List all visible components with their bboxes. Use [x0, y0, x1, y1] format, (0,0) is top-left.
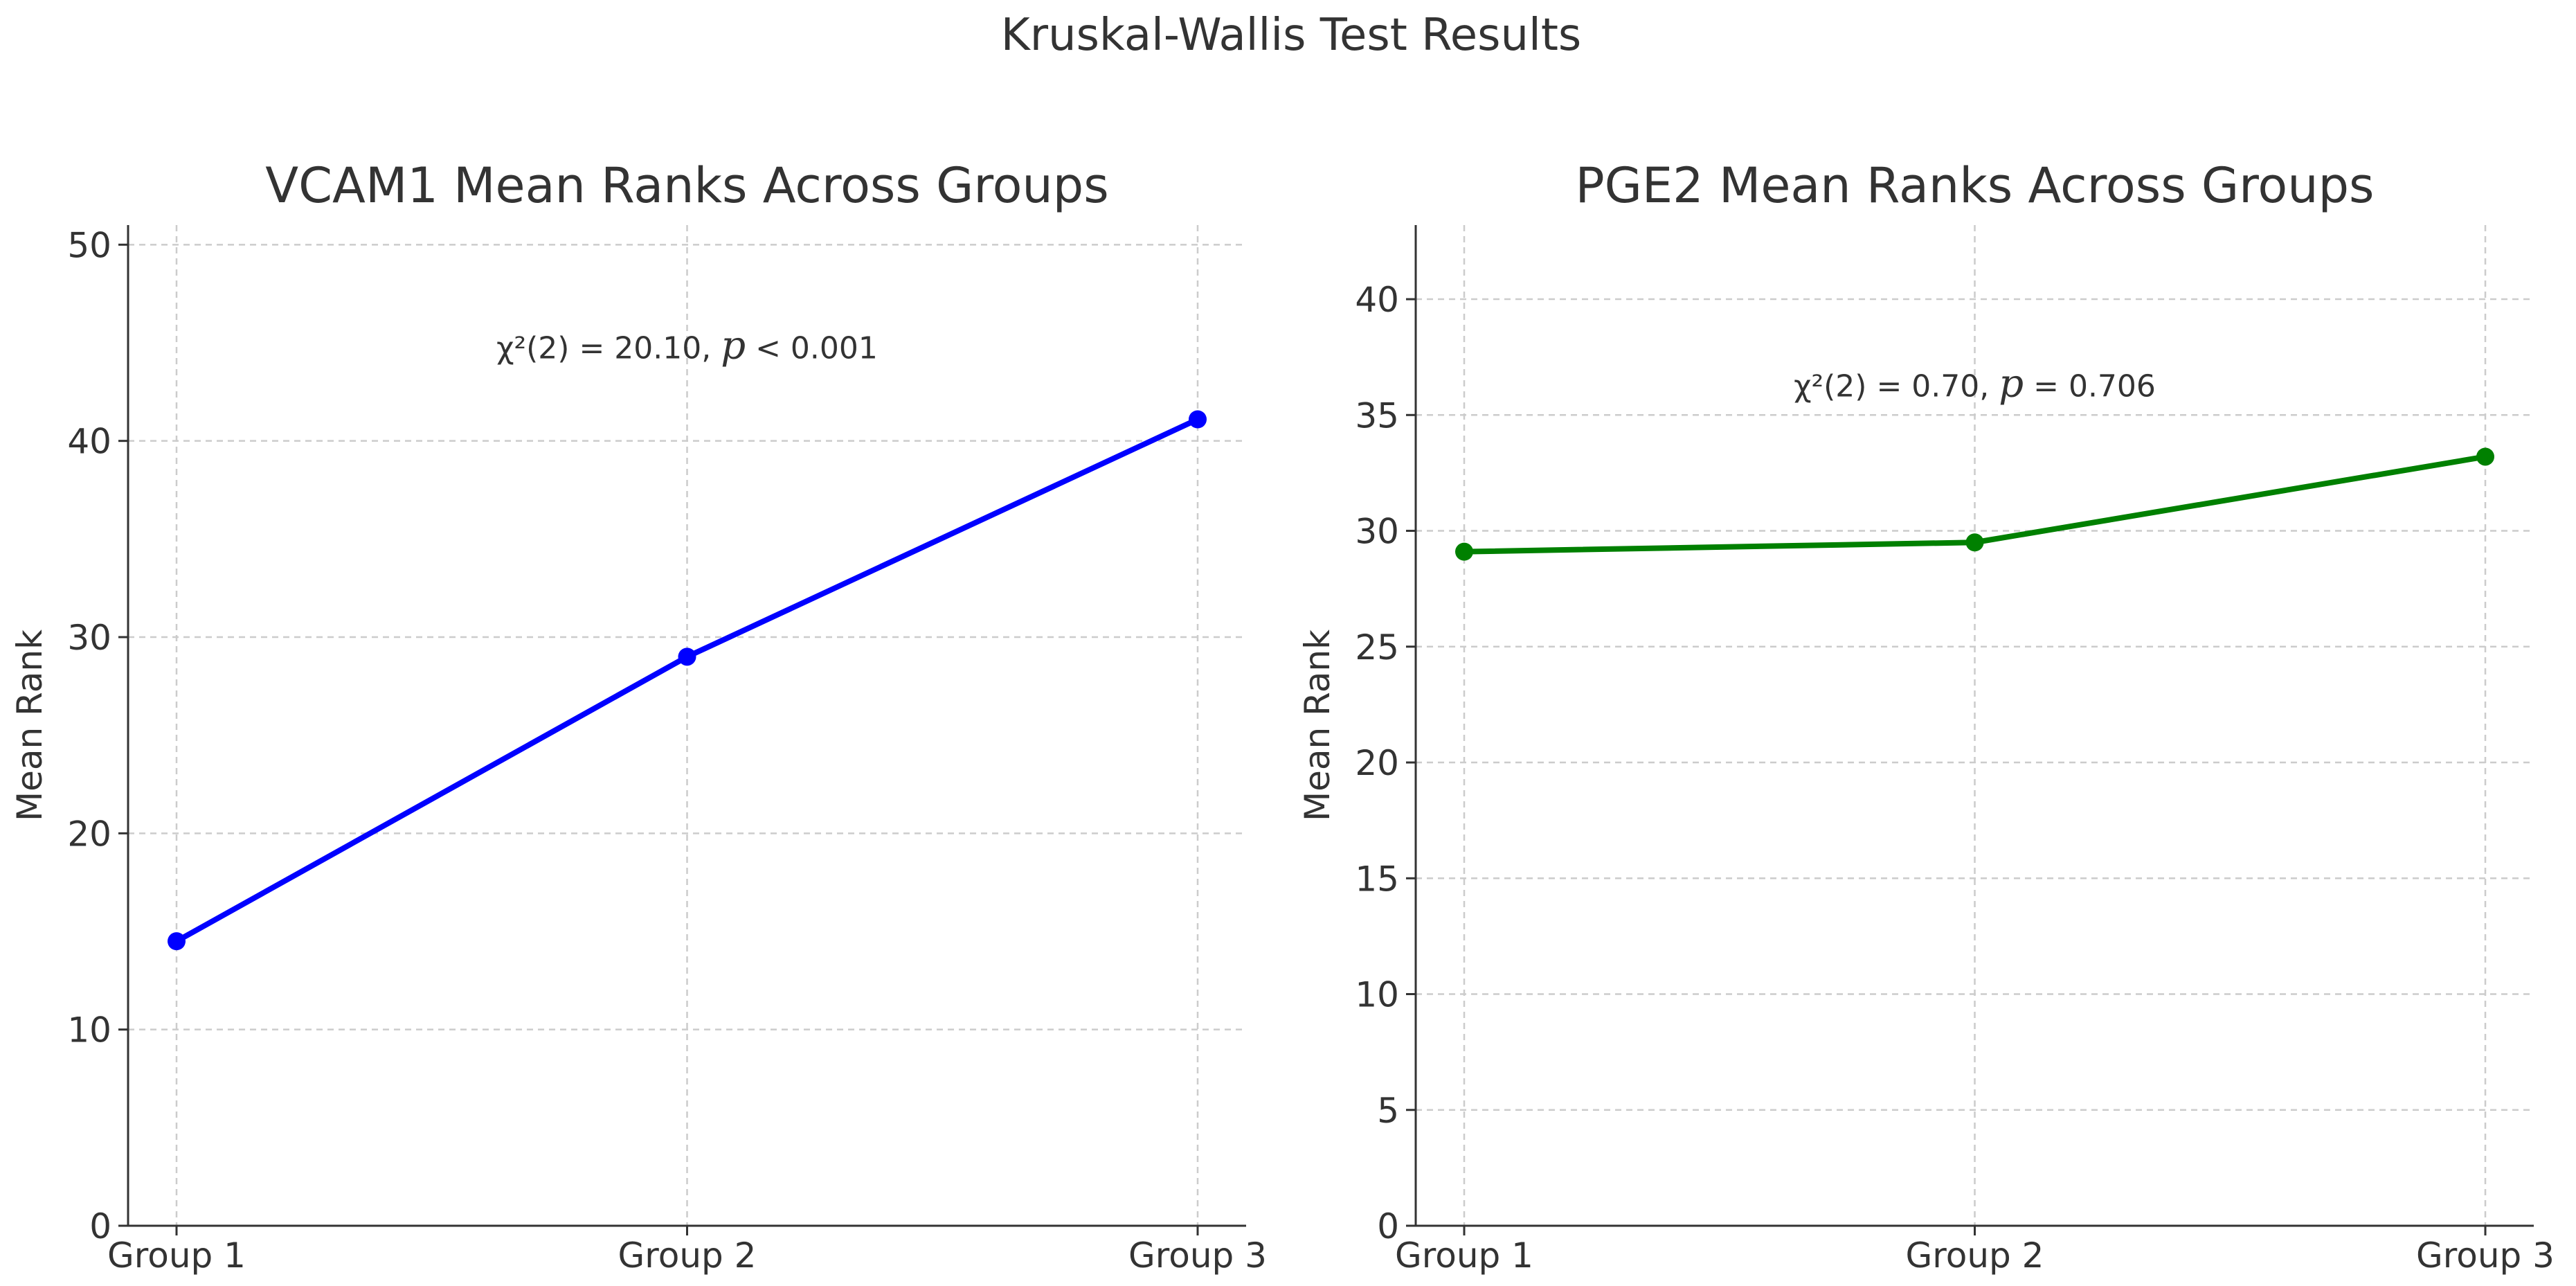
vcam1-ytick-label-10: 10 [67, 1010, 111, 1051]
vcam1-ytick-label-50: 50 [67, 225, 111, 265]
vcam1-xtick-label-1: Group 1 [107, 1235, 246, 1276]
vcam1-chart-title: VCAM1 Mean Ranks Across Groups [265, 157, 1108, 214]
pge2-ytick-label-0: 0 [1377, 1206, 1399, 1247]
pge2-xtick-label-2: Group 2 [1906, 1235, 2044, 1276]
pge2-point-1 [1455, 542, 1473, 561]
pge2-xtick-label-3: Group 3 [2416, 1235, 2555, 1276]
vcam1-stat-annotation: χ²(2) = 20.10, p < 0.001 [496, 323, 878, 368]
pge2-point-2 [1965, 533, 1984, 552]
vcam1-point-2 [678, 648, 696, 666]
vcam1-point-3 [1189, 410, 1207, 429]
pge2-chart-title: PGE2 Mean Ranks Across Groups [1575, 157, 2374, 214]
pge2-stat-annotation: χ²(2) = 0.70, p = 0.706 [1794, 361, 2156, 407]
pge2-y-axis-label: Mean Rank [1297, 629, 1337, 821]
vcam1-y-axis-label: Mean Rank [10, 629, 50, 821]
vcam1-xtick-label-3: Group 3 [1128, 1235, 1267, 1276]
pge2-ytick-label-15: 15 [1355, 859, 1399, 899]
vcam1-xtick-label-2: Group 2 [618, 1235, 757, 1276]
figure-title: Kruskal-Wallis Test Results [1001, 10, 1582, 61]
vcam1-ytick-label-30: 30 [67, 618, 111, 658]
pge2-ytick-label-25: 25 [1355, 627, 1399, 668]
pge2-xtick-label-1: Group 1 [1395, 1235, 1533, 1276]
vcam1-chart: VCAM1 Mean Ranks Across Groups 0 10 20 30 40 5… [10, 157, 1267, 1276]
pge2-ytick-label-20: 20 [1355, 743, 1399, 783]
pge2-chart: PGE2 Mean Ranks Across Groups 0 5 10 15 20 25 3… [1297, 157, 2555, 1276]
vcam1-ytick-label-0: 0 [89, 1206, 111, 1247]
pge2-ytick-label-5: 5 [1377, 1091, 1399, 1131]
pge2-ytick-label-30: 30 [1355, 512, 1399, 552]
pge2-ytick-label-40: 40 [1355, 280, 1399, 320]
pge2-point-3 [2476, 447, 2494, 466]
vcam1-point-1 [168, 932, 186, 951]
vcam1-ytick-label-20: 20 [67, 814, 111, 854]
vcam1-ytick-label-40: 40 [67, 422, 111, 462]
pge2-ytick-label-10: 10 [1355, 975, 1399, 1015]
pge2-ytick-label-35: 35 [1355, 395, 1399, 436]
